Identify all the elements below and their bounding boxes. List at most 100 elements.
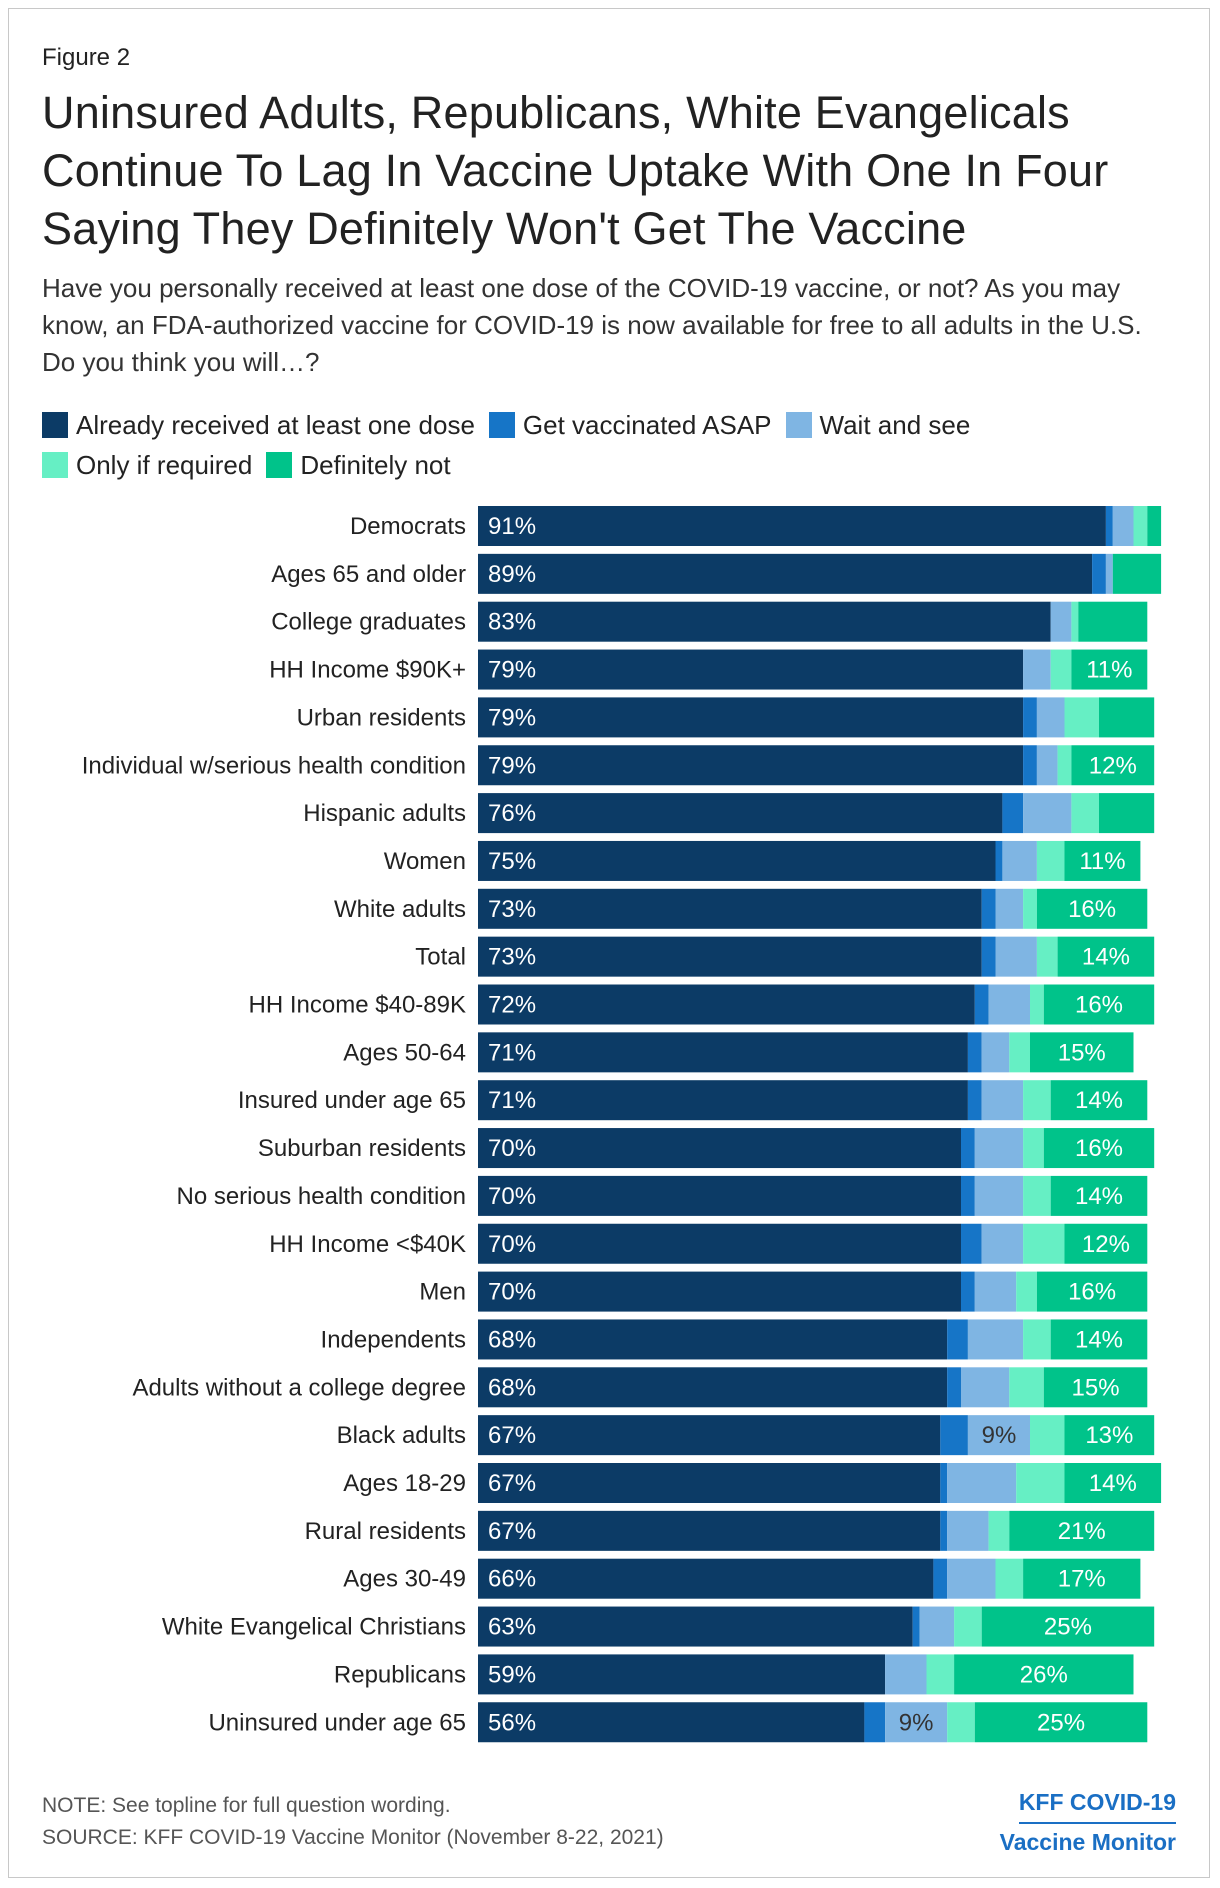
data-label: 79% [488, 657, 536, 684]
brand-line1: KFF COVID-19 [1018, 1784, 1176, 1824]
category-label: Urban residents [297, 704, 466, 731]
bar-segment [478, 1463, 941, 1503]
bar-segment [981, 1080, 1024, 1121]
legend-item: Already received at least one dose [42, 405, 475, 445]
category-label: White adults [334, 896, 466, 923]
bar-segment [1023, 1128, 1044, 1169]
bar-segment [1043, 984, 1155, 1025]
bar-segment [478, 1319, 948, 1360]
bar-segment [995, 936, 1037, 977]
bar-segment [940, 1415, 968, 1456]
data-label: 68% [488, 1326, 536, 1353]
bar-segment [1078, 601, 1148, 642]
category-label: Suburban residents [258, 1135, 466, 1162]
bar-segment [478, 649, 1024, 690]
bar-segment [1071, 745, 1155, 786]
bar-segment [974, 1271, 1017, 1312]
data-label: 14% [1089, 1470, 1137, 1497]
bar-segment [864, 1702, 886, 1743]
bar-segment [1105, 506, 1113, 546]
legend-label: Definitely not [300, 450, 451, 480]
data-label: 9% [899, 1709, 934, 1736]
bar-segment [1071, 793, 1099, 834]
data-label: 71% [488, 1039, 536, 1066]
brand-line2: Vaccine Monitor [999, 1829, 1176, 1855]
category-label: White Evangelical Christians [162, 1614, 466, 1641]
bar-segment [478, 1367, 948, 1408]
bar-segment [974, 1702, 1148, 1743]
bar-segment [1036, 1271, 1148, 1312]
category-label: Independents [321, 1326, 466, 1353]
bar-segment [478, 553, 1093, 594]
bar-segment [947, 1558, 996, 1599]
bar-segment [947, 1463, 1017, 1503]
category-label: Ages 18-29 [343, 1470, 466, 1497]
data-label: 73% [488, 896, 536, 923]
bar-segment [954, 1654, 1134, 1695]
bar-segment [961, 1367, 1010, 1408]
bar-segment [478, 1175, 961, 1216]
bar-segment [1036, 888, 1148, 929]
bar-segment [478, 1606, 913, 1647]
data-label: 75% [488, 848, 536, 875]
bar-segment [885, 1702, 948, 1743]
legend-swatch [266, 452, 293, 478]
bar-segment [1092, 553, 1106, 594]
bar-segment [1036, 745, 1058, 786]
bar-segment [478, 984, 975, 1025]
legend-swatch [785, 412, 812, 438]
bar-segment [1133, 506, 1148, 546]
bar-segment [961, 1128, 975, 1169]
data-label: 14% [1075, 1087, 1123, 1114]
bar-segment [967, 1080, 982, 1121]
bar-segment [885, 1654, 927, 1695]
bar-segment [1016, 1463, 1065, 1503]
category-label: Adults without a college degree [132, 1374, 466, 1401]
legend-swatch [42, 412, 68, 438]
data-label: 11% [1086, 657, 1132, 684]
bar-segment [981, 888, 996, 929]
bar-segment [1023, 1175, 1051, 1216]
bar-segment [478, 1128, 961, 1169]
bar-segment [478, 1702, 865, 1743]
data-label: 15% [1072, 1374, 1120, 1401]
data-label: 68% [488, 1374, 536, 1401]
bar-segment [947, 1367, 961, 1408]
bar-segment [1064, 1463, 1162, 1503]
bar-segment [478, 936, 982, 977]
chart-note: NOTE: See topline for full question word… [42, 1794, 451, 1817]
bar-segment [478, 840, 996, 881]
legend-label: Get vaccinated ASAP [522, 410, 772, 440]
bar-segment [1099, 793, 1155, 834]
data-label: 25% [1037, 1709, 1085, 1736]
category-label: HH Income <$40K [269, 1231, 466, 1258]
bar-segment [1057, 936, 1155, 977]
data-label: 67% [488, 1470, 536, 1497]
bar-segment [478, 1080, 968, 1121]
category-label: Rural residents [305, 1518, 466, 1545]
data-label: 16% [1075, 992, 1123, 1019]
bar-segment [967, 1415, 1030, 1456]
bar-segment [912, 1606, 920, 1647]
category-label: Ages 30-49 [343, 1566, 466, 1593]
data-label: 70% [488, 1183, 536, 1210]
chart-subtitle: Have you personally received at least on… [42, 273, 1142, 377]
data-label: 16% [1068, 1279, 1116, 1306]
bar-segment [478, 1558, 934, 1599]
bar-segment [478, 888, 982, 929]
bar-segment [1064, 840, 1141, 881]
bar-segment [1009, 1510, 1155, 1551]
category-label: Women [384, 848, 466, 875]
bar-segment [995, 1558, 1024, 1599]
bar-segment [1023, 697, 1037, 738]
legend-item: Get vaccinated ASAP [488, 405, 772, 445]
bar-segment [1023, 888, 1037, 929]
data-label: 12% [1082, 1231, 1130, 1258]
bar-segment [961, 1271, 975, 1312]
bar-segment [961, 1223, 982, 1264]
bar-segment [1002, 793, 1024, 834]
data-label: 26% [1020, 1661, 1068, 1688]
bar-segment [1105, 553, 1113, 594]
data-label: 79% [488, 752, 536, 779]
